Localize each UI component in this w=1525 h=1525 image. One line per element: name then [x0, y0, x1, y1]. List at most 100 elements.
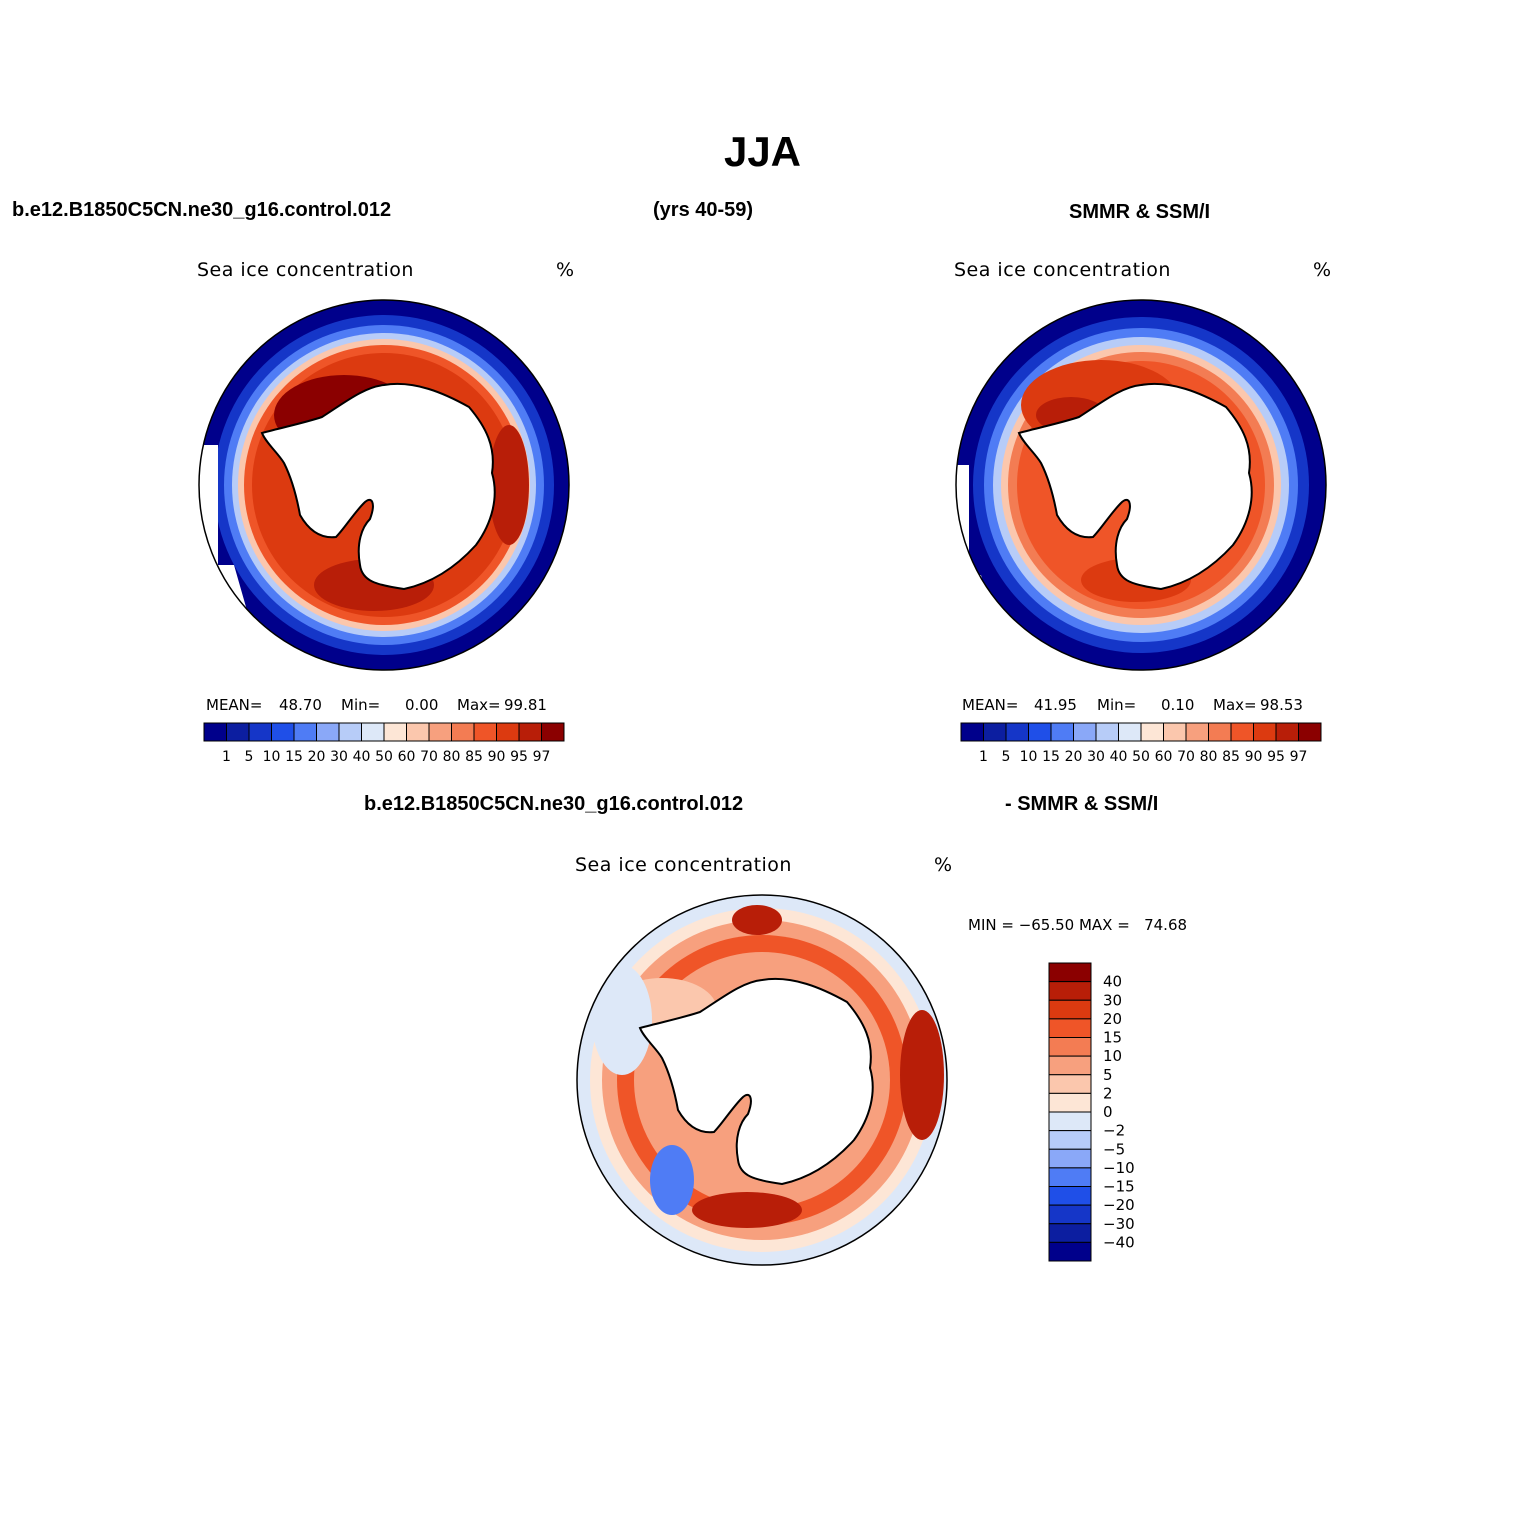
colorbar-swatch	[1275, 722, 1299, 742]
model-panel-title: Sea ice concentration	[197, 259, 414, 281]
colorbar-swatch	[316, 722, 340, 742]
model-panel-units: %	[556, 259, 575, 281]
model-max-label: Max=	[457, 696, 501, 714]
colorbar-swatch	[383, 722, 407, 742]
colorbar-tick-label: 60	[398, 749, 416, 765]
colorbar-swatch	[1050, 722, 1074, 742]
model-case-header: b.e12.B1850C5CN.ne30_g16.control.012	[12, 199, 392, 221]
colorbar-swatch	[428, 722, 452, 742]
colorbar-tick-label: −15	[1103, 1178, 1135, 1196]
model-min-label: Min=	[341, 696, 381, 714]
colorbar-tick-label: 50	[1132, 749, 1150, 765]
obs-max-value: 98.53	[1260, 696, 1303, 714]
colorbar-tick-label: −2	[1103, 1122, 1125, 1140]
colorbar-swatch	[451, 722, 475, 742]
colorbar-swatch	[1048, 1111, 1092, 1132]
colorbar-swatch	[1048, 1018, 1092, 1038]
colorbar-swatch	[1095, 722, 1119, 742]
colorbar-swatch	[960, 722, 984, 742]
colorbar-tick-label: 60	[1155, 749, 1173, 765]
diff-polar-map	[576, 894, 948, 1266]
colorbar-tick-label: 30	[1103, 991, 1122, 1009]
colorbar-swatch	[1048, 981, 1092, 1001]
colorbar-swatch	[1048, 1055, 1092, 1076]
colorbar-tick-label: 1	[222, 749, 231, 765]
years-header: (yrs 40-59)	[653, 199, 754, 221]
colorbar-swatch	[496, 722, 520, 742]
colorbar-tick-label: 80	[1200, 749, 1218, 765]
colorbar-swatch	[271, 722, 295, 742]
colorbar-tick-label: 80	[443, 749, 461, 765]
model-max-value: 99.81	[504, 696, 547, 714]
obs-polar-map	[955, 299, 1327, 671]
colorbar-swatch	[1073, 722, 1097, 742]
figure-title: JJA	[723, 128, 802, 175]
obs-min-value: 0.10	[1161, 696, 1195, 714]
colorbar-swatch	[248, 722, 272, 742]
colorbar-tick-label: 15	[1103, 1029, 1122, 1047]
diff-panel-units: %	[934, 854, 953, 876]
colorbar-swatch	[1048, 1092, 1092, 1113]
colorbar-swatch	[1048, 1074, 1092, 1094]
colorbar-tick-label: 20	[1103, 1010, 1122, 1028]
colorbar-tick-label: 97	[533, 749, 551, 765]
colorbar-tick-label: 2	[1103, 1084, 1113, 1102]
colorbar-tick-label: 85	[465, 749, 483, 765]
colorbar-tick-label: 5	[1002, 749, 1011, 765]
colorbar-swatch	[1048, 962, 1092, 983]
obs-colorbar: 1 5 10 15 20 30 40 50 60 70 80 85 90 95 97	[960, 722, 1322, 765]
colorbar-swatch	[406, 722, 430, 742]
diff-minmax: MIN = −65.50 MAX = 74.68	[968, 916, 1188, 934]
colorbar-tick-label: 90	[1245, 749, 1263, 765]
diff-obs-header: - SMMR & SSM/I	[1005, 793, 1159, 815]
obs-mean-value: 41.95	[1034, 696, 1077, 714]
colorbar-tick-label: 20	[308, 749, 326, 765]
colorbar-tick-label: 50	[375, 749, 393, 765]
model-min-value: 0.00	[405, 696, 439, 714]
colorbar-tick-label: −10	[1103, 1159, 1135, 1177]
colorbar-tick-label: 70	[1177, 749, 1195, 765]
model-colorbar: 1 5 10 15 20 30 40 50 60 70 80 85 90 95 97	[203, 722, 565, 765]
colorbar-swatch	[1230, 722, 1254, 742]
obs-header: SMMR & SSM/I	[1069, 201, 1211, 223]
colorbar-tick-label: −20	[1103, 1196, 1135, 1214]
colorbar-swatch	[1208, 722, 1232, 742]
colorbar-tick-label: −40	[1103, 1233, 1135, 1251]
colorbar-tick-label: 15	[1042, 749, 1060, 765]
colorbar-swatch	[226, 722, 250, 742]
colorbar-swatch	[541, 722, 565, 742]
colorbar-tick-label: 30	[1087, 749, 1105, 765]
colorbar-swatch	[1298, 722, 1322, 742]
colorbar-swatch	[1118, 722, 1142, 742]
colorbar-swatch	[1048, 1241, 1092, 1262]
obs-min-label: Min=	[1097, 696, 1137, 714]
colorbar-tick-label: −30	[1103, 1215, 1135, 1233]
model-polar-map	[198, 299, 570, 671]
colorbar-swatch	[1048, 1186, 1092, 1206]
colorbar-tick-label: 10	[1103, 1047, 1122, 1065]
colorbar-swatch	[1163, 722, 1187, 742]
colorbar-tick-label: 85	[1222, 749, 1240, 765]
colorbar-tick-label: 90	[488, 749, 506, 765]
colorbar-swatch	[518, 722, 542, 742]
colorbar-swatch	[1048, 1223, 1092, 1243]
colorbar-tick-label: 1	[979, 749, 988, 765]
colorbar-swatch	[1048, 1167, 1092, 1187]
colorbar-swatch	[338, 722, 362, 742]
colorbar-swatch	[983, 722, 1007, 742]
colorbar-swatch	[1048, 1130, 1092, 1150]
obs-panel-title: Sea ice concentration	[954, 259, 1171, 281]
obs-mean-label: MEAN=	[962, 696, 1019, 714]
colorbar-swatch	[1005, 722, 1029, 742]
colorbar-tick-label: 40	[1103, 973, 1122, 991]
colorbar-swatch	[1048, 999, 1092, 1020]
colorbar-tick-label: 0	[1103, 1103, 1113, 1121]
colorbar-tick-label: 70	[420, 749, 438, 765]
colorbar-tick-label: 40	[353, 749, 371, 765]
colorbar-swatch	[361, 722, 385, 742]
colorbar-tick-label: 95	[510, 749, 528, 765]
diff-panel-title: Sea ice concentration	[575, 854, 792, 876]
colorbar-swatch	[1253, 722, 1277, 742]
